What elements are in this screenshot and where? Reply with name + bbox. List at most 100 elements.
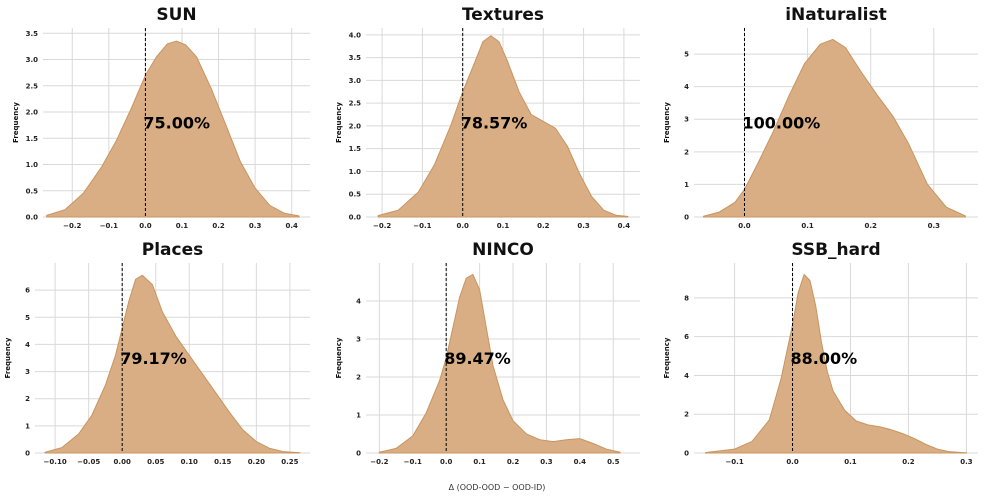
x-tick-label: 0.3 [577, 222, 590, 230]
y-tick-label: 1.5 [349, 145, 362, 153]
y-tick-label: 0 [684, 214, 689, 222]
y-tick-label: 3.0 [26, 56, 39, 64]
x-tick-label: −0.10 [44, 458, 67, 466]
y-tick-label: 4.0 [349, 31, 362, 39]
y-tick-label: 2 [684, 411, 689, 419]
x-tick-label: −0.1 [100, 222, 118, 230]
x-tick-label: 0.0 [457, 222, 470, 230]
y-tick-label: 2.5 [349, 100, 362, 108]
x-tick-label: 0.3 [249, 222, 262, 230]
percentage-annotation: 89.47% [444, 349, 511, 368]
y-tick-label: 4 [356, 298, 361, 306]
x-tick-label: 0.20 [248, 458, 265, 466]
x-tick-label: 0.2 [212, 222, 225, 230]
density-area [705, 273, 967, 454]
density-area [44, 274, 301, 454]
panel-title: SSB_hard [791, 240, 880, 260]
y-tick-label: 0.0 [349, 214, 362, 222]
y-tick-label: 5 [684, 51, 689, 59]
x-tick-label: 0.0 [440, 458, 453, 466]
x-tick-label: 0.4 [286, 222, 299, 230]
percentage-annotation: 75.00% [143, 114, 210, 133]
density-area [703, 38, 966, 218]
y-tick-label: 5 [25, 314, 30, 322]
x-tick-label: −0.2 [370, 458, 388, 466]
percentage-annotation: 78.57% [461, 114, 528, 133]
y-tick-label: 4 [684, 83, 689, 91]
x-tick-label: −0.2 [63, 222, 81, 230]
panel-inaturalist: 0.0 0.1 0.2 0.3 0 1 2 3 4 5 Frequency iNaturalist 10… [663, 5, 978, 230]
y-tick-label: 8 [684, 294, 689, 302]
panel-ninco: −0.2 −0.1 0.0 0.1 0.2 0.3 0.4 0.5 0 1 2 3 4 Frequency… [335, 240, 640, 466]
percentage-annotation: 79.17% [120, 349, 187, 368]
y-tick-label: 0.0 [26, 214, 39, 222]
x-tick-label: −0.05 [77, 458, 100, 466]
y-tick-label: 1.0 [349, 168, 362, 176]
y-tick-label: 0.5 [26, 187, 39, 195]
x-tick-label: 0.25 [281, 458, 298, 466]
y-tick-label: 2.0 [26, 109, 39, 117]
y-axis-label: Frequency [663, 102, 671, 143]
y-tick-label: 0 [684, 450, 689, 458]
y-tick-label: 3.5 [26, 30, 39, 38]
panel-sun: −0.2 −0.1 0.0 0.1 0.2 0.3 0.4 0.0 0.5 1.0 1.5 2.0 2.… [12, 5, 310, 230]
x-tick-label: 0.5 [607, 458, 620, 466]
x-tick-label: 0.2 [507, 458, 520, 466]
y-tick-label: 3 [684, 116, 689, 124]
panel-places: −0.10 −0.05 0.00 0.05 0.10 0.15 0.20 0.25 0 1 2 3 4 5… [4, 240, 310, 466]
y-tick-label: 6 [684, 333, 689, 341]
x-tick-label: 0.4 [574, 458, 587, 466]
y-tick-label: 3.5 [349, 54, 362, 62]
x-tick-label: 0.1 [473, 458, 486, 466]
x-tick-label: 0.0 [139, 222, 152, 230]
percentage-annotation: 100.00% [742, 114, 820, 133]
x-tick-label: 0.1 [176, 222, 189, 230]
x-tick-label: 0.00 [114, 458, 131, 466]
y-tick-label: 1 [684, 181, 689, 189]
y-tick-label: 6 [25, 287, 30, 295]
y-tick-label: 4 [25, 341, 30, 349]
y-axis-label: Frequency [663, 337, 671, 378]
density-area [377, 35, 629, 218]
panel-title: iNaturalist [785, 5, 887, 25]
x-tick-label: 0.2 [902, 458, 915, 466]
x-tick-label: 0.15 [214, 458, 231, 466]
x-tick-label: 0.3 [960, 458, 973, 466]
panel-title: Places [142, 240, 203, 260]
panel-ssb_hard: −0.1 0.0 0.1 0.2 0.3 0 2 4 6 8 Frequency SSB_hard 88… [663, 240, 978, 466]
shared-x-axis-label: Δ (OOD-OOD − OOD-ID) [448, 483, 546, 492]
y-tick-label: 1.5 [26, 135, 39, 143]
y-tick-label: 1 [25, 422, 30, 430]
x-tick-label: 0.4 [618, 222, 631, 230]
x-tick-label: −0.1 [413, 222, 431, 230]
y-tick-label: 1.0 [26, 161, 39, 169]
y-axis-label: Frequency [335, 102, 343, 143]
x-tick-label: 0.1 [801, 222, 814, 230]
density-area [46, 40, 300, 218]
panel-title: Textures [462, 5, 544, 25]
x-tick-label: 0.05 [147, 458, 164, 466]
x-tick-label: −0.1 [404, 458, 422, 466]
x-tick-label: 0.1 [497, 222, 510, 230]
y-tick-label: 2 [356, 374, 361, 382]
y-tick-label: 2 [25, 395, 30, 403]
y-tick-label: 3 [356, 336, 361, 344]
y-tick-label: 0.5 [349, 191, 362, 199]
y-tick-label: 4 [684, 372, 689, 380]
x-tick-label: 0.3 [928, 222, 941, 230]
x-tick-label: 0.0 [786, 458, 799, 466]
panel-textures: −0.2 −0.1 0.0 0.1 0.2 0.3 0.4 0.0 0.5 1.0 1.5 2.0 2.… [335, 5, 640, 230]
percentage-annotation: 88.00% [791, 349, 858, 368]
x-tick-label: 0.0 [738, 222, 751, 230]
y-axis-label: Frequency [335, 337, 343, 378]
x-tick-label: −0.1 [725, 458, 743, 466]
y-axis-label: Frequency [4, 337, 12, 378]
y-axis-label: Frequency [12, 102, 20, 143]
x-tick-label: 0.3 [540, 458, 553, 466]
y-tick-label: 3.0 [349, 77, 362, 85]
x-tick-label: 0.1 [844, 458, 857, 466]
y-tick-label: 2 [684, 148, 689, 156]
y-tick-label: 0 [25, 450, 30, 458]
y-tick-label: 2.0 [349, 122, 362, 130]
